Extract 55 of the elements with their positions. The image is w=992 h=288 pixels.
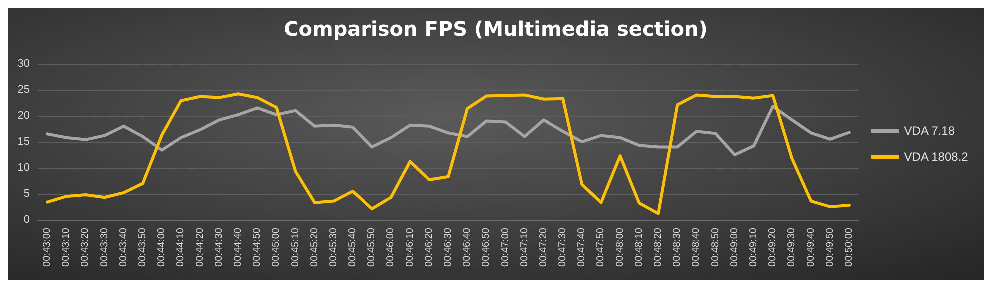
x-tick-label: 00:48:10 bbox=[634, 228, 645, 267]
x-tick-label: 00:46:40 bbox=[462, 228, 474, 267]
y-tick-label: 5 bbox=[24, 188, 30, 200]
x-tick-label: 00:44:40 bbox=[232, 228, 244, 267]
x-tick-label: 00:45:10 bbox=[290, 228, 302, 267]
x-tick-label: 00:44:20 bbox=[194, 228, 206, 267]
x-tick-label: 00:43:00 bbox=[42, 228, 54, 267]
x-tick-label: 00:48:40 bbox=[691, 228, 702, 267]
x-tick-label: 00:48:50 bbox=[710, 228, 722, 267]
x-tick-label: 00:45:20 bbox=[309, 228, 320, 267]
y-tick-label: 15 bbox=[18, 136, 30, 148]
x-tick-label: 00:45:30 bbox=[328, 228, 340, 267]
x-tick-label: 00:43:40 bbox=[118, 228, 130, 267]
legend-label: VDA 1808.2 bbox=[904, 150, 969, 164]
chart-title: Comparison FPS (Multimedia section) bbox=[284, 17, 708, 41]
x-tick-label: 00:43:30 bbox=[99, 228, 110, 267]
x-tick-label: 00:43:20 bbox=[80, 228, 92, 267]
x-tick-label: 00:44:50 bbox=[252, 228, 264, 267]
x-tick-label: 00:47:50 bbox=[596, 228, 607, 267]
legend-label: VDA 7.18 bbox=[904, 124, 956, 138]
x-tick-label: 00:48:30 bbox=[672, 228, 684, 267]
x-tick-label: 00:44:00 bbox=[156, 228, 168, 267]
line-series bbox=[46, 105, 851, 156]
y-tick-label: 20 bbox=[18, 110, 30, 122]
x-tick-label: 00:47:40 bbox=[576, 228, 588, 267]
x-tick-label: 00:50:00 bbox=[844, 228, 855, 267]
x-tick-label: 00:46:10 bbox=[404, 228, 416, 267]
x-tick-label: 00:45:00 bbox=[271, 228, 282, 267]
x-tick-label: 00:47:00 bbox=[500, 228, 512, 267]
x-tick-label: 00:43:50 bbox=[138, 228, 149, 267]
x-tick-label: 00:46:00 bbox=[386, 228, 397, 267]
x-tick-label: 00:48:20 bbox=[653, 228, 664, 267]
y-tick-label: 30 bbox=[18, 58, 30, 70]
x-tick-label: 00:44:30 bbox=[214, 228, 225, 267]
x-tick-label: 00:47:20 bbox=[538, 228, 550, 267]
x-tick-label: 00:46:20 bbox=[424, 228, 435, 267]
x-tick-label: 00:49:20 bbox=[768, 228, 779, 267]
x-tick-label: 00:45:40 bbox=[348, 228, 359, 267]
x-tick-label: 00:46:50 bbox=[481, 228, 492, 267]
x-tick-label: 00:49:40 bbox=[806, 228, 817, 267]
x-tick-label: 00:49:10 bbox=[748, 228, 760, 267]
y-tick-label: 25 bbox=[18, 84, 30, 96]
x-tick-label: 00:44:10 bbox=[176, 228, 187, 267]
line-series bbox=[46, 92, 851, 216]
x-tick-label: 00:47:10 bbox=[519, 228, 530, 267]
x-tick-label: 00:49:00 bbox=[729, 228, 740, 267]
y-tick-label: 10 bbox=[18, 162, 30, 174]
x-tick-label: 00:46:30 bbox=[443, 228, 454, 267]
x-tick-label: 00:48:00 bbox=[614, 228, 626, 267]
x-tick-label: 00:49:50 bbox=[824, 228, 836, 267]
y-tick-label: 0 bbox=[24, 214, 30, 226]
x-tick-label: 00:45:50 bbox=[366, 228, 378, 267]
x-tick-label: 00:43:10 bbox=[61, 228, 72, 267]
x-tick-label: 00:47:30 bbox=[558, 228, 569, 267]
x-tick-label: 00:49:30 bbox=[786, 228, 798, 267]
